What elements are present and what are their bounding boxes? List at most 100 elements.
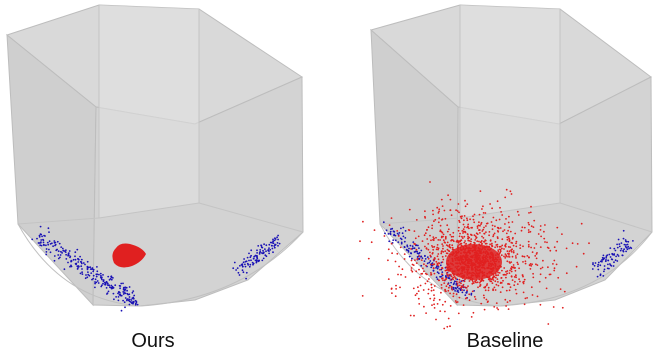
blue-particle: [94, 286, 96, 289]
red-particle: [506, 236, 509, 239]
blue-particle: [627, 245, 630, 248]
blue-particle: [109, 278, 112, 280]
red-particle: [437, 221, 440, 224]
red-particle: [501, 247, 503, 250]
red-particle: [419, 284, 422, 287]
red-particle: [481, 208, 483, 210]
red-particle: [501, 286, 504, 289]
red-particle: [387, 248, 390, 251]
red-particle: [446, 224, 449, 227]
blue-particle: [271, 247, 274, 250]
blue-particle: [456, 278, 459, 281]
red-particle: [492, 279, 495, 281]
red-particle: [543, 237, 546, 240]
blue-particle: [77, 261, 80, 263]
red-particle: [408, 208, 411, 211]
red-particle: [509, 230, 512, 233]
blue-particle: [94, 278, 97, 281]
blue-particle: [603, 265, 606, 267]
red-particle: [403, 253, 406, 256]
blue-particle: [239, 264, 241, 267]
blue-particle: [107, 275, 110, 278]
blue-particle: [264, 254, 267, 257]
blue-particle: [58, 242, 61, 245]
red-particle: [403, 258, 406, 260]
red-particle: [492, 276, 495, 279]
red-particle: [501, 244, 504, 247]
blue-particle: [416, 250, 418, 253]
red-particle: [442, 279, 444, 282]
blue-particle: [610, 258, 613, 261]
red-particle: [458, 221, 461, 224]
blue-particle: [238, 274, 241, 276]
red-particle: [449, 198, 452, 201]
blue-particle: [92, 270, 95, 273]
red-particle: [433, 237, 435, 240]
red-particle: [496, 307, 498, 309]
red-particle: [404, 276, 407, 278]
red-particle: [557, 276, 560, 279]
blue-particle: [620, 242, 623, 245]
red-particle: [495, 219, 498, 222]
blue-particle: [273, 246, 276, 249]
blue-particle: [401, 232, 404, 235]
red-particle: [413, 230, 416, 233]
red-particle: [509, 262, 511, 264]
red-particle: [448, 250, 451, 253]
red-particle: [493, 232, 496, 235]
red-particle: [430, 283, 433, 286]
red-particle: [463, 286, 466, 289]
red-particle: [486, 283, 489, 285]
red-particle: [505, 274, 507, 276]
red-particle: [506, 238, 509, 241]
red-particle: [490, 280, 493, 283]
blue-particle: [91, 278, 93, 281]
red-particle: [561, 306, 564, 309]
red-particle: [450, 239, 453, 241]
red-particle: [481, 235, 483, 238]
red-particle: [532, 272, 534, 275]
red-particle: [433, 263, 436, 266]
red-particle: [507, 236, 510, 238]
red-particle: [487, 286, 490, 289]
red-particle: [439, 224, 442, 227]
red-particle: [519, 280, 521, 283]
red-particle: [529, 230, 532, 233]
red-particle: [431, 246, 434, 249]
blue-particle: [115, 296, 117, 298]
red-particle: [462, 285, 464, 288]
red-particle: [471, 282, 474, 285]
blue-particle: [627, 240, 630, 243]
red-particle: [497, 308, 500, 311]
red-particle: [501, 269, 503, 272]
red-particle: [432, 263, 434, 266]
blue-particle: [421, 257, 424, 259]
red-particle: [508, 215, 510, 218]
red-particle: [506, 270, 509, 272]
red-particle: [539, 246, 542, 249]
blue-particle: [256, 259, 258, 262]
red-particle: [494, 241, 497, 243]
blue-particle: [599, 264, 602, 267]
red-particle: [462, 228, 465, 231]
blue-particle: [437, 266, 440, 268]
red-particle: [396, 230, 399, 232]
blue-particle: [276, 242, 279, 244]
red-particle: [451, 288, 454, 291]
red-particle: [449, 233, 452, 236]
red-particle: [448, 245, 451, 248]
red-particle: [515, 240, 518, 243]
red-particle: [446, 273, 448, 276]
red-particle: [452, 231, 455, 234]
red-particle: [467, 285, 469, 287]
red-particle: [497, 281, 499, 283]
red-particle: [515, 242, 517, 245]
red-particle: [509, 269, 511, 272]
blue-particle: [65, 253, 67, 256]
red-particle: [508, 256, 511, 258]
red-particle: [470, 233, 472, 236]
red-particle: [576, 243, 579, 245]
blue-particle: [441, 271, 444, 273]
red-particle: [496, 278, 499, 280]
red-particle: [478, 229, 480, 232]
